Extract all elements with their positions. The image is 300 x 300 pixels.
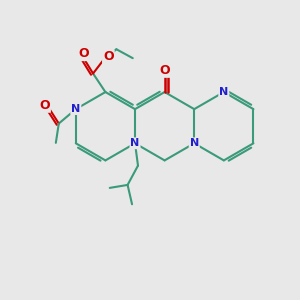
Text: N: N xyxy=(130,138,140,148)
Text: N: N xyxy=(71,104,80,114)
Text: N: N xyxy=(190,138,199,148)
Text: O: O xyxy=(79,47,89,60)
Text: O: O xyxy=(103,50,114,64)
Text: O: O xyxy=(159,64,170,77)
Text: N: N xyxy=(219,87,228,97)
Text: O: O xyxy=(39,99,50,112)
